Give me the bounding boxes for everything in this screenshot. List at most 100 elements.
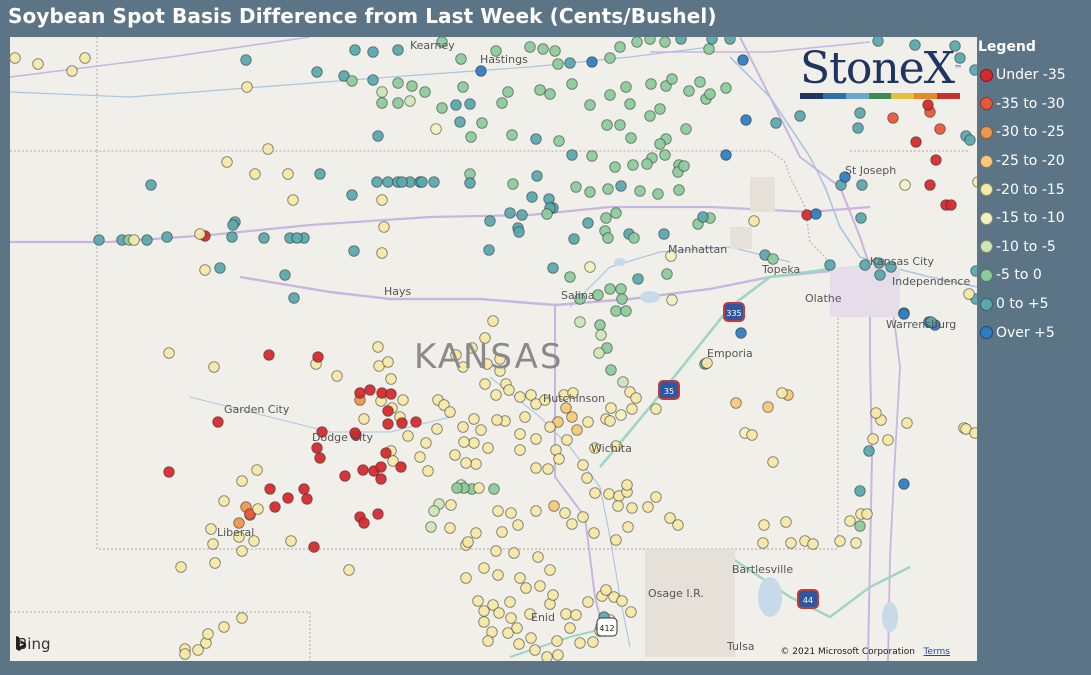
basis-location-dot[interactable] [207, 538, 219, 550]
legend-item[interactable]: -20 to -15 [978, 175, 1091, 204]
basis-location-dot[interactable] [479, 332, 491, 344]
basis-location-dot[interactable] [484, 215, 496, 227]
legend-item[interactable]: 0 to +5 [978, 290, 1091, 319]
basis-location-dot[interactable] [887, 112, 899, 124]
basis-location-dot[interactable] [609, 161, 621, 173]
basis-location-dot[interactable] [282, 168, 294, 180]
basis-location-dot[interactable] [376, 97, 388, 109]
basis-location-dot[interactable] [922, 99, 934, 111]
basis-location-dot[interactable] [382, 405, 394, 417]
basis-location-dot[interactable] [376, 194, 388, 206]
basis-location-dot[interactable] [378, 221, 390, 233]
basis-location-dot[interactable] [419, 86, 431, 98]
basis-location-dot[interactable] [226, 231, 238, 243]
basis-location-dot[interactable] [601, 119, 613, 131]
basis-location-dot[interactable] [703, 43, 715, 55]
basis-location-dot[interactable] [642, 501, 654, 513]
basis-location-dot[interactable] [397, 394, 409, 406]
basis-location-dot[interactable] [762, 401, 774, 413]
basis-location-dot[interactable] [392, 97, 404, 109]
basis-location-dot[interactable] [624, 98, 636, 110]
basis-location-dot[interactable] [658, 228, 670, 240]
basis-location-dot[interactable] [163, 466, 175, 478]
basis-location-dot[interactable] [632, 273, 644, 285]
basis-location-dot[interactable] [258, 232, 270, 244]
basis-location-dot[interactable] [218, 621, 230, 633]
basis-location-dot[interactable] [541, 208, 553, 220]
basis-location-dot[interactable] [564, 57, 576, 69]
basis-location-dot[interactable] [312, 351, 324, 363]
basis-location-dot[interactable] [641, 158, 653, 170]
basis-location-dot[interactable] [460, 572, 472, 584]
basis-location-dot[interactable] [582, 217, 594, 229]
basis-location-dot[interactable] [524, 608, 536, 620]
basis-location-dot[interactable] [396, 417, 408, 429]
basis-location-dot[interactable] [748, 215, 760, 227]
basis-location-dot[interactable] [610, 534, 622, 546]
basis-location-dot[interactable] [530, 133, 542, 145]
basis-location-dot[interactable] [616, 595, 628, 607]
basis-location-dot[interactable] [776, 387, 788, 399]
basis-location-dot[interactable] [566, 411, 578, 423]
basis-location-dot[interactable] [675, 37, 687, 45]
basis-location-dot[interactable] [263, 349, 275, 361]
basis-location-dot[interactable] [346, 75, 358, 87]
legend-item[interactable]: Over +5 [978, 318, 1091, 347]
basis-location-dot[interactable] [531, 170, 543, 182]
basis-location-dot[interactable] [839, 171, 851, 183]
basis-location-dot[interactable] [175, 561, 187, 573]
basis-location-dot[interactable] [492, 569, 504, 581]
basis-location-dot[interactable] [737, 54, 749, 66]
basis-location-dot[interactable] [873, 257, 885, 269]
basis-location-dot[interactable] [560, 402, 572, 414]
basis-location-dot[interactable] [854, 520, 866, 532]
basis-location-dot[interactable] [659, 37, 671, 48]
basis-location-dot[interactable] [269, 501, 281, 513]
basis-location-dot[interactable] [311, 442, 323, 454]
basis-location-dot[interactable] [514, 572, 526, 584]
basis-location-dot[interactable] [288, 292, 300, 304]
basis-location-dot[interactable] [392, 77, 404, 89]
basis-location-dot[interactable] [282, 492, 294, 504]
basis-location-dot[interactable] [516, 209, 528, 221]
basis-location-dot[interactable] [794, 110, 806, 122]
basis-location-dot[interactable] [697, 211, 709, 223]
basis-location-dot[interactable] [525, 632, 537, 644]
basis-location-dot[interactable] [645, 78, 657, 90]
basis-location-dot[interactable] [472, 595, 484, 607]
basis-location-dot[interactable] [678, 160, 690, 172]
basis-location-dot[interactable] [372, 130, 384, 142]
basis-location-dot[interactable] [428, 176, 440, 188]
basis-location-dot[interactable] [564, 622, 576, 634]
basis-location-dot[interactable] [279, 269, 291, 281]
basis-location-dot[interactable] [584, 186, 596, 198]
basis-location-dot[interactable] [199, 264, 211, 276]
basis-location-dot[interactable] [488, 483, 500, 495]
basis-location-dot[interactable] [262, 143, 274, 155]
basis-location-dot[interactable] [616, 293, 628, 305]
basis-location-dot[interactable] [382, 176, 394, 188]
basis-location-dot[interactable] [249, 168, 261, 180]
basis-location-dot[interactable] [339, 470, 351, 482]
basis-location-dot[interactable] [570, 181, 582, 193]
basis-location-dot[interactable] [506, 129, 518, 141]
basis-location-dot[interactable] [547, 262, 559, 274]
basis-location-dot[interactable] [482, 442, 494, 454]
basis-location-dot[interactable] [526, 191, 538, 203]
basis-location-dot[interactable] [552, 649, 564, 661]
basis-location-dot[interactable] [610, 305, 622, 317]
basis-location-dot[interactable] [720, 82, 732, 94]
basis-location-dot[interactable] [582, 596, 594, 608]
basis-location-dot[interactable] [604, 52, 616, 64]
basis-location-dot[interactable] [487, 315, 499, 327]
basis-location-dot[interactable] [348, 245, 360, 257]
legend-item[interactable]: Under -35 [978, 61, 1091, 90]
basis-location-dot[interactable] [615, 283, 627, 295]
basis-location-dot[interactable] [602, 232, 614, 244]
basis-location-dot[interactable] [615, 180, 627, 192]
basis-location-dot[interactable] [402, 430, 414, 442]
legend-item[interactable]: -5 to 0 [978, 261, 1091, 290]
basis-location-dot[interactable] [482, 635, 494, 647]
basis-location-dot[interactable] [561, 434, 573, 446]
basis-location-dot[interactable] [568, 233, 580, 245]
